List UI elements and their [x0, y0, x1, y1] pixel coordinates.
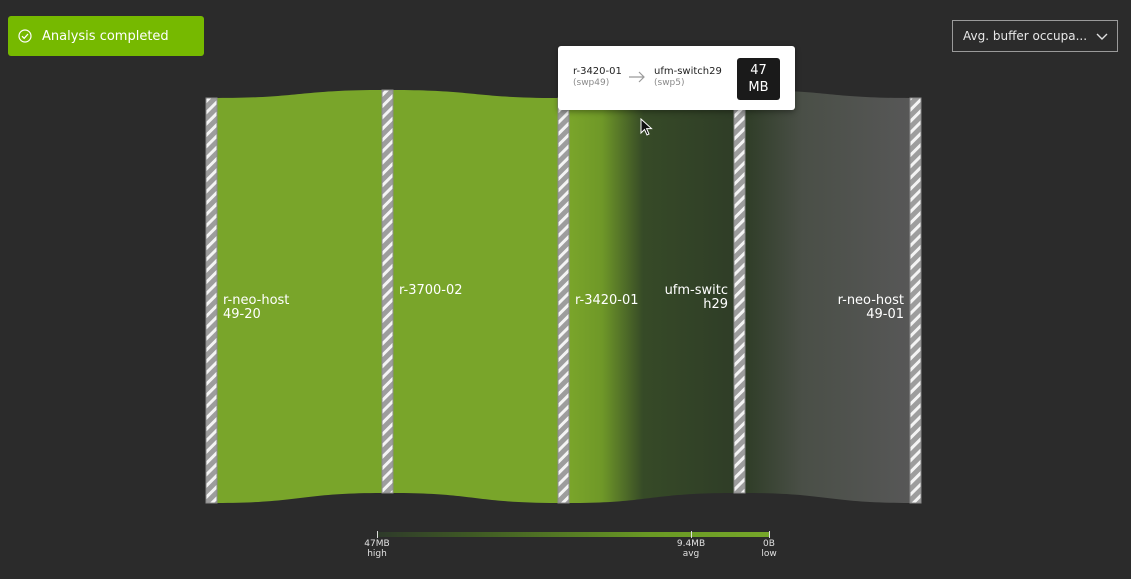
legend-high-value: 47MB: [364, 539, 390, 549]
legend-tick-high: [377, 531, 378, 538]
metric-select-value: Avg. buffer occupa...: [963, 29, 1088, 43]
node-bar-r-3700-02[interactable]: [381, 89, 394, 494]
node-bar-ufm-switch29[interactable]: [733, 89, 746, 494]
node-bar-r-neo-host-49-01[interactable]: [909, 97, 922, 504]
tooltip-source-name: r-3420-01: [573, 66, 622, 77]
check-circle-icon: [18, 29, 32, 43]
node-label-r-neo-host-49-01: r-neo-host 49-01: [837, 293, 904, 322]
legend-avg: 9.4MB avg: [661, 539, 721, 559]
flow-link-3[interactable]: [569, 90, 734, 503]
chevron-down-icon: [1096, 33, 1108, 40]
node-label-r-3420-01: r-3420-01: [575, 293, 639, 308]
tooltip-target: ufm-switch29 (swp5): [654, 66, 722, 89]
flow-link-1[interactable]: [217, 90, 382, 503]
legend-high: 47MB high: [347, 539, 407, 559]
tooltip-target-name: ufm-switch29: [654, 66, 722, 77]
legend-avg-label: avg: [682, 549, 700, 559]
flow-link-4[interactable]: [745, 90, 910, 503]
legend-high-label: high: [367, 549, 387, 559]
node-bar-r-neo-host-49-20[interactable]: [205, 97, 218, 504]
tooltip-target-port: (swp5): [654, 78, 685, 88]
analysis-toast: Analysis completed: [8, 16, 204, 56]
node-label-r-neo-host-49-20: r-neo-host 49-20: [223, 293, 290, 322]
metric-select[interactable]: Avg. buffer occupa...: [952, 20, 1118, 52]
legend-tick-avg: [691, 531, 692, 538]
toast-message: Analysis completed: [42, 28, 169, 44]
legend-avg-value: 9.4MB: [676, 539, 706, 549]
node-label-r-3700-02: r-3700-02: [399, 283, 463, 298]
tooltip-source-port: (swp49): [573, 78, 610, 88]
buffer-legend-gradient: [377, 532, 769, 537]
tooltip-value-badge: 47 MB: [737, 58, 780, 100]
node-bar-r-3420-01[interactable]: [557, 97, 570, 504]
node-label-ufm-switch29: ufm-switc h29: [664, 283, 728, 312]
legend-low: 0B low: [739, 539, 799, 559]
flow-link-2[interactable]: [393, 90, 558, 503]
legend-low-label: low: [761, 549, 777, 559]
legend-tick-low: [769, 531, 770, 538]
legend-low-value: 0B: [763, 539, 775, 549]
arrow-right-icon: [629, 71, 645, 83]
mouse-cursor-icon: [640, 118, 653, 136]
link-tooltip: r-3420-01 (swp49) ufm-switch29 (swp5) 47…: [558, 46, 795, 110]
tooltip-source: r-3420-01 (swp49): [573, 66, 622, 89]
